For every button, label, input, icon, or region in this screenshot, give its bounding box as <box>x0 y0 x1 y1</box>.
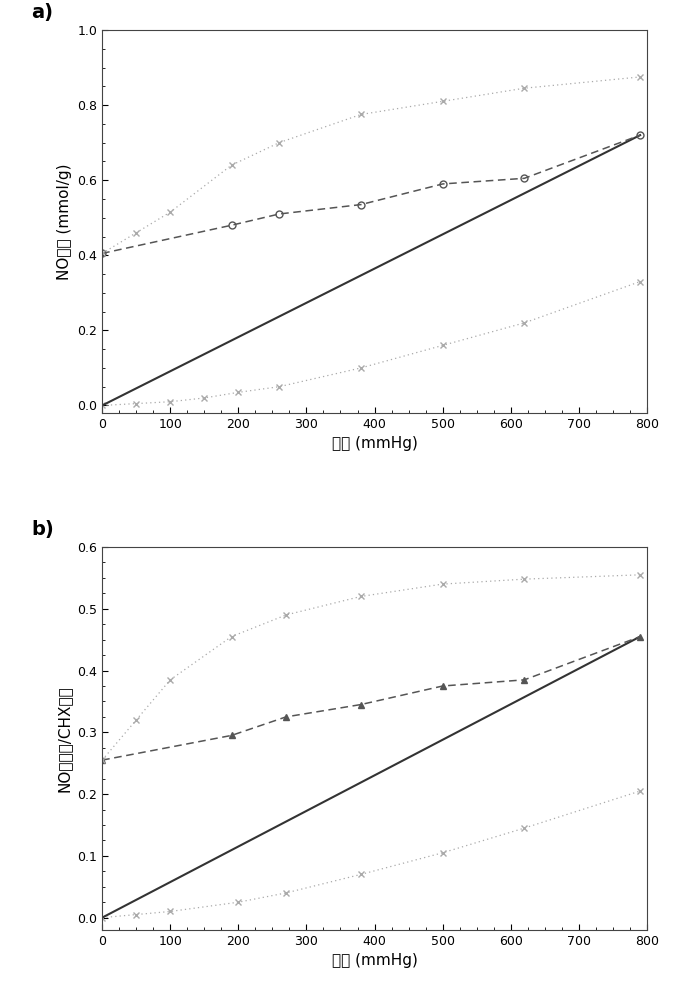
Text: a): a) <box>31 3 53 22</box>
Text: b): b) <box>31 520 54 539</box>
X-axis label: 压力 (mmHg): 压力 (mmHg) <box>332 953 417 968</box>
X-axis label: 压力 (mmHg): 压力 (mmHg) <box>332 436 417 451</box>
Y-axis label: NO浓度 (mmol/g): NO浓度 (mmol/g) <box>57 163 72 280</box>
Y-axis label: NO分子数/CHX分子: NO分子数/CHX分子 <box>57 685 72 792</box>
